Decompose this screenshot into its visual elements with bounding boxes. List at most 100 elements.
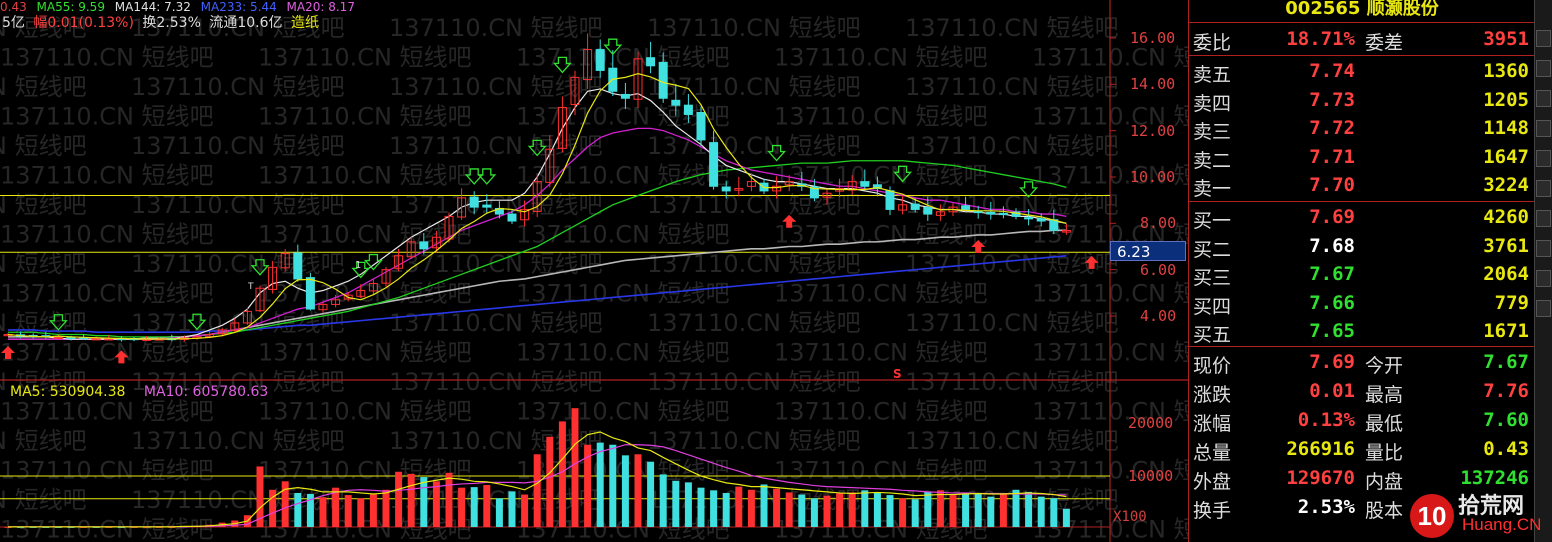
site-logo: 10 拾荒网 Huang.CN bbox=[1410, 488, 1552, 542]
volume-bar-up bbox=[407, 473, 415, 527]
toolbar-button[interactable] bbox=[1536, 270, 1551, 287]
info-sector[interactable]: 造纸 bbox=[290, 15, 319, 31]
signal-mark-1: 1 bbox=[355, 260, 361, 271]
y-tick-16: 16.00 bbox=[1130, 29, 1176, 47]
candle-up bbox=[520, 208, 530, 221]
separator bbox=[1189, 22, 1535, 23]
candle-down bbox=[646, 57, 656, 67]
vol-tick-10000: 10000 bbox=[1128, 467, 1174, 485]
ask-row-1: 卖一 7.70 3224 bbox=[1189, 172, 1535, 200]
volume-bar-down bbox=[722, 492, 730, 527]
candle-up bbox=[205, 334, 215, 338]
bid-price: 7.67 bbox=[1309, 263, 1355, 286]
volume-bar-down bbox=[873, 492, 881, 527]
watermark-text: 137110.CN 短线吧 bbox=[0, 398, 214, 426]
volume-bar-down bbox=[810, 498, 818, 527]
volume-bar-down bbox=[495, 498, 503, 527]
candle-down bbox=[683, 104, 693, 115]
bid-volume: 4260 bbox=[1483, 206, 1529, 228]
stat-label-2: 最低 bbox=[1365, 413, 1404, 435]
volume-bar-up bbox=[483, 485, 491, 527]
watermark-text: 137110.CN 短线吧 bbox=[258, 103, 472, 131]
stat-row-0: 现价 7.69 今开 7.67 bbox=[1189, 349, 1535, 377]
candle-up bbox=[570, 76, 580, 105]
watermark-text: 137110.CN 短线吧 bbox=[258, 339, 472, 367]
bid-volume: 779 bbox=[1494, 291, 1529, 314]
volume-bar-down bbox=[621, 455, 629, 527]
volume-ma5-line bbox=[8, 431, 1067, 528]
watermark-text: 137110.CN 短线吧 bbox=[905, 427, 1119, 455]
toolbar-button[interactable] bbox=[1536, 90, 1551, 107]
candle-down bbox=[961, 205, 971, 210]
toolbar-button[interactable] bbox=[1536, 150, 1551, 167]
indicator-ma144: MA144: 7.32 bbox=[114, 0, 191, 14]
ask-label: 卖一 bbox=[1193, 178, 1232, 201]
toolbar-button[interactable] bbox=[1536, 30, 1551, 47]
separator bbox=[1189, 346, 1535, 347]
watermark-text: 137110.CN 短线吧 bbox=[0, 516, 214, 542]
watermark-text: 137110.CN 短线吧 bbox=[647, 368, 861, 396]
watermark-text: 137110.CN 短线吧 bbox=[258, 398, 472, 426]
candle-down bbox=[721, 186, 731, 192]
indicator-ma20: MA20: 8.17 bbox=[286, 0, 355, 14]
candle-down bbox=[973, 210, 983, 214]
vol-ma5: MA5: 530904.38 bbox=[10, 384, 126, 400]
toolbar-button[interactable] bbox=[1536, 300, 1551, 317]
watermark-text: 137110.CN 短线吧 bbox=[516, 44, 730, 72]
volume-bar-up bbox=[747, 489, 755, 527]
volume-bar-up bbox=[319, 497, 327, 527]
candle-up bbox=[331, 299, 341, 305]
volume-ma-line: MA5: 530904.38 MA10: 605780.63 bbox=[10, 384, 282, 400]
vol-ma10: MA10: 605780.63 bbox=[143, 384, 269, 400]
toolbar-button[interactable] bbox=[1536, 210, 1551, 227]
ma-blue-line bbox=[8, 254, 1067, 334]
watermark-text: 137110.CN 短线吧 bbox=[131, 427, 345, 455]
bid-label: 买三 bbox=[1193, 267, 1232, 290]
stat-label: 换手 bbox=[1193, 500, 1232, 522]
volume-bar-down bbox=[306, 494, 314, 527]
bid-volume: 1671 bbox=[1483, 320, 1529, 343]
stat-value: 129670 bbox=[1286, 467, 1355, 489]
ask-volume: 1360 bbox=[1483, 60, 1529, 82]
volume-bar-down bbox=[911, 499, 919, 527]
volume-bar-up bbox=[949, 495, 957, 527]
toolbar-button[interactable] bbox=[1536, 60, 1551, 77]
sell-signal-arrow bbox=[477, 168, 497, 185]
watermark-text: 137110.CN 短线吧 bbox=[131, 132, 345, 160]
ask-price: 7.74 bbox=[1309, 60, 1355, 82]
watermark-text: 137110.CN 短线吧 bbox=[258, 162, 472, 190]
stat-label: 现价 bbox=[1193, 355, 1232, 377]
candle-up bbox=[356, 290, 366, 297]
stat-value: 0.01 bbox=[1309, 380, 1355, 402]
candle-up bbox=[532, 181, 542, 212]
watermark-text: 137110.CN 短线吧 bbox=[516, 103, 730, 131]
bid-row-5: 买五 7.65 1671 bbox=[1189, 318, 1535, 346]
candle-up bbox=[406, 241, 416, 258]
volume-bar-up bbox=[269, 489, 277, 527]
watermark-text: 137110.CN 短线吧 bbox=[0, 44, 214, 72]
candle-up bbox=[772, 185, 782, 192]
candle-up bbox=[431, 236, 441, 249]
volume-bar-down bbox=[470, 487, 478, 527]
toolbar-button[interactable] bbox=[1536, 120, 1551, 137]
stock-title[interactable]: 002565 顺灏股份 bbox=[1285, 0, 1439, 19]
ask-volume: 1205 bbox=[1483, 88, 1529, 111]
watermark-text: 137110.CN 短线吧 bbox=[905, 368, 1119, 396]
candle-down bbox=[305, 277, 315, 310]
candle-down bbox=[809, 186, 819, 199]
volume-bar-down bbox=[508, 491, 516, 527]
stat-row-5: 换手 2.53% 股本 bbox=[1189, 494, 1535, 522]
toolbar-button[interactable] bbox=[1536, 240, 1551, 257]
watermark-text: 137110.CN 短线吧 bbox=[389, 73, 603, 101]
ask-label: 卖二 bbox=[1193, 149, 1232, 172]
toolbar-button[interactable] bbox=[1536, 180, 1551, 197]
bid-row-2: 买二 7.68 3761 bbox=[1189, 233, 1535, 261]
stat-label-2: 股本 bbox=[1365, 500, 1404, 522]
watermark-text: 137110.CN 短线吧 bbox=[0, 73, 87, 101]
candle-up bbox=[394, 255, 404, 269]
wei-cha-label: 委差 bbox=[1365, 32, 1404, 54]
watermark-text: 137110.CN 短线吧 bbox=[131, 73, 345, 101]
watermark-text: 137110.CN 短线吧 bbox=[258, 221, 472, 249]
